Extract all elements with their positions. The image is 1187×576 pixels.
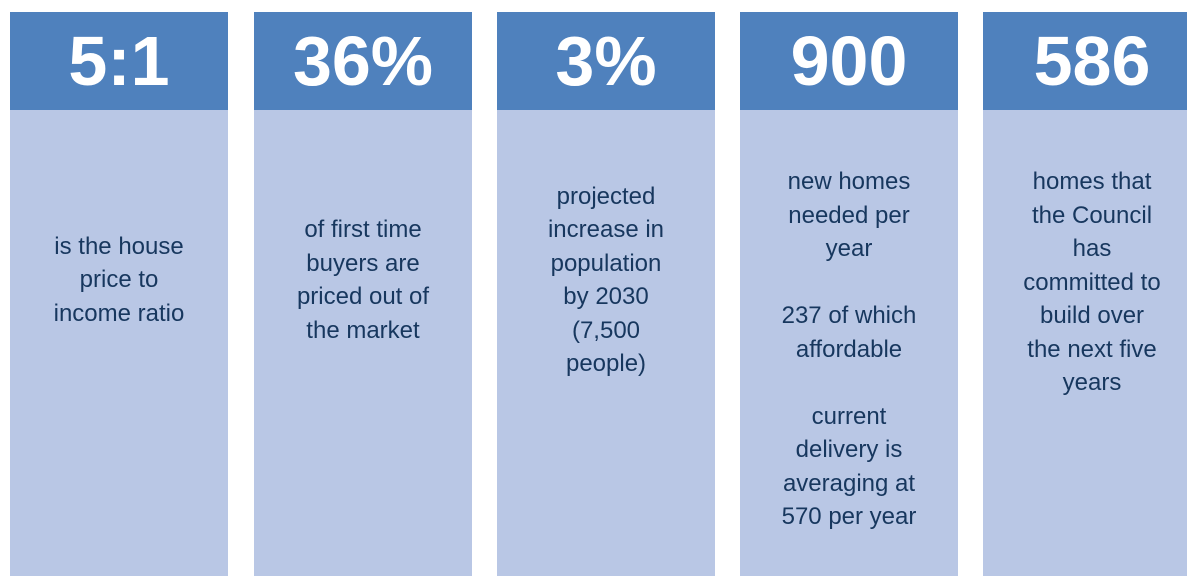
text-line: price to bbox=[79, 266, 159, 294]
stat-figure: 3% bbox=[497, 12, 715, 110]
stat-description: projected increase in population by 2030 (7,… bbox=[497, 165, 715, 395]
text-line: of first time bbox=[304, 216, 422, 243]
stat-card: 36% of first time buyers are priced out of t… bbox=[254, 12, 472, 576]
stat-description: of first time buyers are priced out of the … bbox=[254, 165, 472, 395]
text-line: (7,500 bbox=[571, 316, 641, 344]
text-line: needed per bbox=[788, 201, 910, 229]
text-line: population bbox=[550, 249, 662, 277]
text-line: affordable bbox=[795, 335, 903, 363]
stat-figure: 36% bbox=[254, 12, 472, 110]
text-line: buyers are bbox=[306, 249, 420, 277]
paragraph: new homes needed per year bbox=[740, 165, 958, 266]
text-line: priced out of bbox=[296, 283, 430, 310]
paragraph: projected increase in population by 2030 (7,… bbox=[497, 180, 715, 381]
stat-card: 3% projected increase in population by 2030 (… bbox=[497, 12, 715, 576]
stat-description: is the house price to income ratio bbox=[10, 165, 228, 395]
text-line: 570 per year bbox=[781, 503, 917, 530]
text-line: homes that bbox=[1032, 168, 1152, 195]
paragraph: is the house price to income ratio bbox=[10, 230, 228, 331]
text-line: 237 of which bbox=[781, 302, 917, 329]
text-line: the next five bbox=[1027, 335, 1157, 363]
paragraph: homes that the Council has committed to buil… bbox=[983, 165, 1187, 400]
stat-description: new homes needed per year 237 of which affor… bbox=[740, 165, 958, 530]
text-line: new homes bbox=[787, 168, 911, 195]
text-line: by 2030 bbox=[563, 283, 649, 310]
text-line: is the house bbox=[54, 232, 184, 260]
paragraph: of first time buyers are priced out of the … bbox=[254, 213, 472, 347]
text-line: build over bbox=[1039, 302, 1145, 329]
paragraph: current delivery is averaging at 570 per ye… bbox=[740, 400, 958, 534]
text-line: delivery is bbox=[795, 436, 903, 463]
text-line: years bbox=[1062, 369, 1122, 396]
text-line: averaging at bbox=[782, 469, 916, 497]
text-line: the market bbox=[306, 316, 420, 344]
text-line: year bbox=[825, 235, 873, 262]
stat-figure: 586 bbox=[983, 12, 1187, 110]
paragraph: 237 of which affordable bbox=[740, 299, 958, 366]
stat-card: 900 new homes needed per year 237 of which af… bbox=[740, 12, 958, 576]
stat-card: 586 homes that the Council has committed to b… bbox=[983, 12, 1187, 576]
stat-figure: 900 bbox=[740, 12, 958, 110]
stat-card: 5:1 is the house price to income ratio bbox=[10, 12, 228, 576]
text-line: current bbox=[811, 402, 887, 430]
text-line: the Council bbox=[1031, 201, 1153, 229]
text-line: committed to bbox=[1023, 268, 1161, 296]
text-line: increase in bbox=[547, 216, 665, 243]
text-line: has bbox=[1072, 235, 1112, 262]
stat-figure: 5:1 bbox=[10, 12, 228, 110]
text-line: income ratio bbox=[53, 299, 185, 327]
stat-description: homes that the Council has committed to buil… bbox=[983, 165, 1187, 396]
text-line: people) bbox=[565, 350, 647, 377]
text-line: projected bbox=[556, 182, 656, 210]
